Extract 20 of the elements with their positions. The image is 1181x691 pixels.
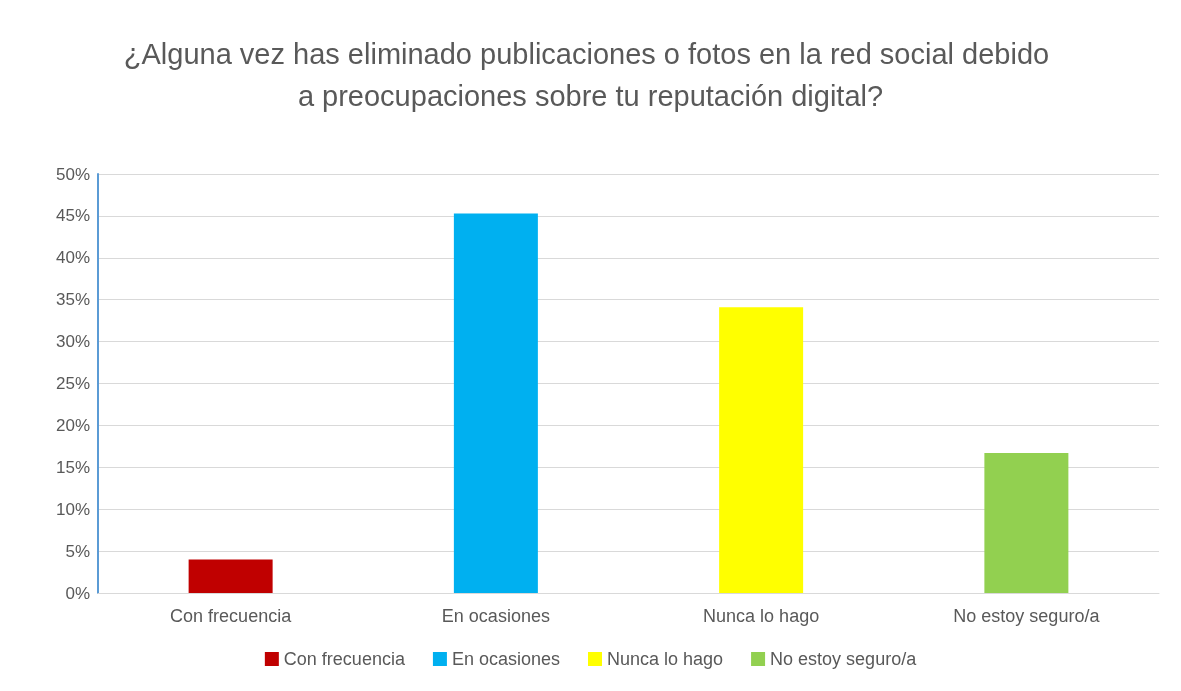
y-tick-label: 35% <box>55 290 90 310</box>
x-tick-label: En ocasiones <box>441 606 550 626</box>
legend-label: Nunca lo hago <box>606 649 724 669</box>
y-tick-label: 30% <box>55 332 90 352</box>
y-tick-label: 5% <box>65 541 90 561</box>
y-tick-label: 10% <box>55 499 90 519</box>
y-tick-label: 25% <box>55 374 90 393</box>
legend-label: En ocasiones <box>451 649 560 669</box>
y-tick-label: 0% <box>65 583 90 603</box>
legend-label: Con frecuencia <box>283 649 406 669</box>
y-tick-label: 15% <box>55 457 90 477</box>
chart-title: ¿Alguna vez has eliminado publicaciones o fotos en la red social debido a preocupaciones sobre tu reputación digital? <box>123 38 1058 112</box>
legend-label: No estoy seguro/a <box>770 649 918 669</box>
y-tick-label: 50% <box>55 164 90 184</box>
x-tick-label: No estoy seguro/a <box>953 606 1101 626</box>
x-tick-label: Con frecuencia <box>170 606 293 626</box>
y-tick-label: 45% <box>55 206 90 226</box>
x-tick-label: Nunca lo hago <box>703 606 820 626</box>
y-tick-label: 40% <box>55 248 90 268</box>
y-tick-label: 20% <box>55 415 90 435</box>
